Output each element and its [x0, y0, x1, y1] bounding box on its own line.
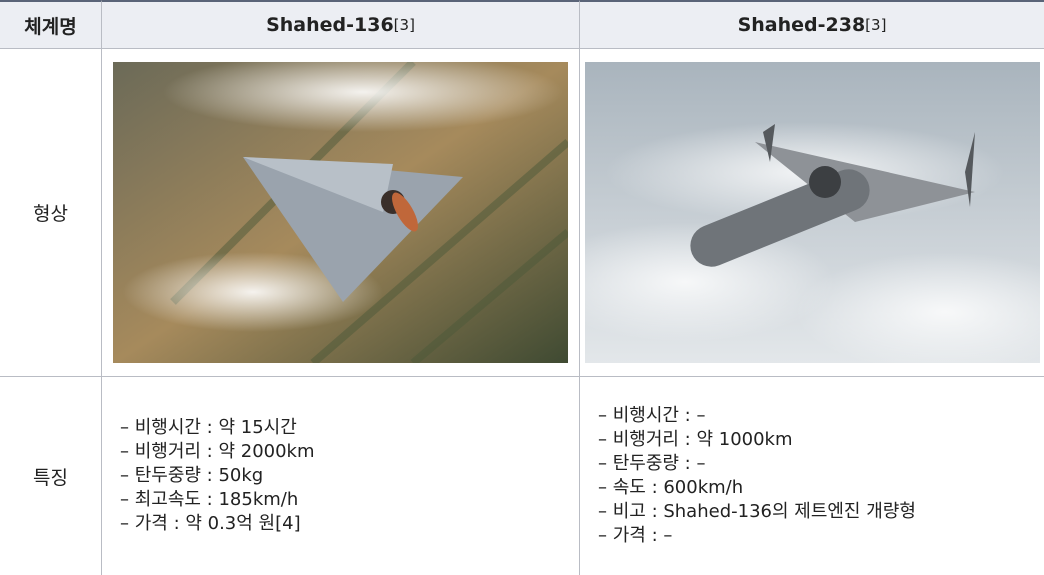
reference: [3]: [393, 16, 415, 34]
image-cell: [102, 49, 580, 377]
feature-line: – 최고속도 : 185km/h: [120, 489, 299, 510]
feature-line: – 가격 : 약 0.3억 원[4]: [120, 513, 301, 534]
row-label-text: 특징: [33, 466, 68, 489]
header-cell: Shahed-136 [3]: [102, 0, 580, 49]
feature-line: – 비행시간 : –: [598, 405, 706, 426]
header-label: 체계명: [24, 15, 77, 38]
feature-line: – 비행거리 : 약 2000km: [120, 441, 315, 462]
drone-image: [113, 62, 568, 363]
feature-line: – 탄두중량 : –: [598, 453, 706, 474]
feature-cell: – 비행시간 : 약 15시간 – 비행거리 : 약 2000km – 탄두중량 :…: [102, 377, 580, 575]
feature-line: – 가격 : –: [598, 525, 673, 546]
feature-line: – 탄두중량 : 50kg: [120, 465, 264, 486]
feature-list: – 비행시간 : – – 비행거리 : 약 1000km – 탄두중량 : – – 속…: [598, 404, 916, 548]
feature-line: – 비행거리 : 약 1000km: [598, 429, 793, 450]
feature-line: – 비행시간 : 약 15시간: [120, 417, 297, 438]
header-cell: 체계명: [0, 0, 102, 49]
feature-list: – 비행시간 : 약 15시간 – 비행거리 : 약 2000km – 탄두중량 :…: [120, 416, 315, 536]
drone-image: [584, 62, 1040, 363]
row-label: 형상: [0, 49, 102, 377]
row-label: 특징: [0, 377, 102, 575]
feature-line: – 비고 : Shahed-136의 제트엔진 개량형: [598, 501, 916, 522]
row-label-text: 형상: [33, 203, 68, 225]
header-cell: Shahed-238 [3]: [580, 0, 1044, 49]
feature-cell: – 비행시간 : – – 비행거리 : 약 1000km – 탄두중량 : – – 속…: [580, 377, 1044, 575]
reference: [3]: [865, 16, 887, 34]
system-name: Shahed-238: [737, 14, 866, 36]
feature-line: – 속도 : 600km/h: [598, 477, 744, 498]
image-cell: [580, 49, 1044, 377]
system-name: Shahed-136: [266, 14, 394, 36]
